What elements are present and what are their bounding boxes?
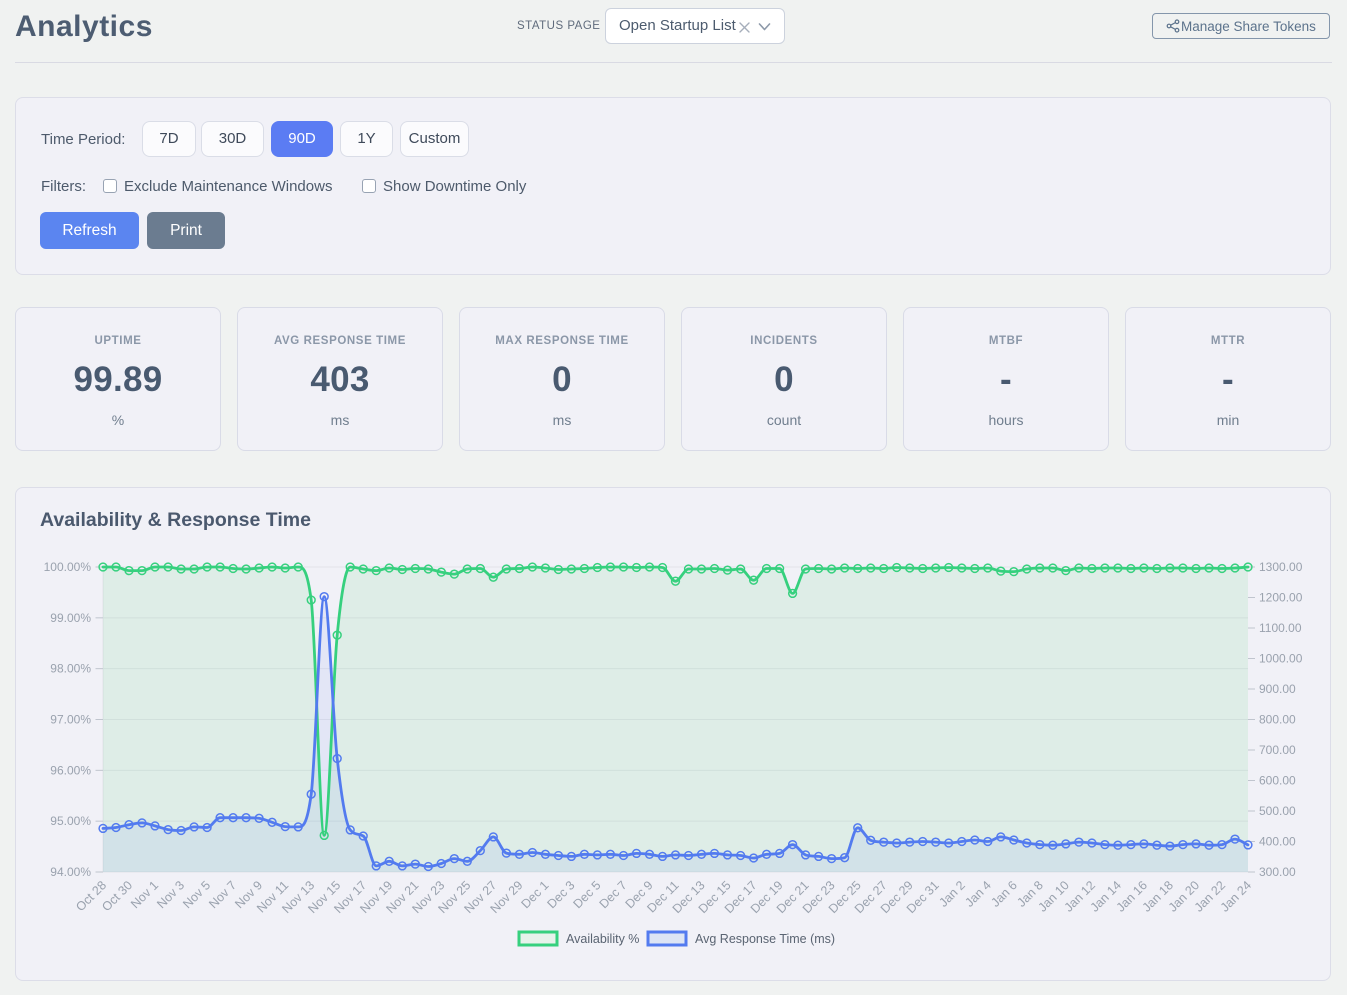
svg-text:1300.00: 1300.00 xyxy=(1259,560,1303,574)
svg-text:Nov 7: Nov 7 xyxy=(206,878,239,911)
svg-text:97.00%: 97.00% xyxy=(50,713,91,727)
svg-text:Avg Response Time (ms): Avg Response Time (ms) xyxy=(695,932,835,946)
svg-text:1200.00: 1200.00 xyxy=(1259,591,1303,605)
svg-text:Dec 5: Dec 5 xyxy=(571,878,604,911)
svg-text:Dec 1: Dec 1 xyxy=(519,878,552,911)
svg-text:Nov 3: Nov 3 xyxy=(154,878,187,911)
svg-text:100.00%: 100.00% xyxy=(44,560,92,574)
svg-text:96.00%: 96.00% xyxy=(50,763,91,777)
svg-text:400.00: 400.00 xyxy=(1259,835,1296,849)
svg-text:600.00: 600.00 xyxy=(1259,774,1296,788)
svg-text:Dec 7: Dec 7 xyxy=(597,878,630,911)
svg-text:Jan 2: Jan 2 xyxy=(936,878,968,910)
svg-text:800.00: 800.00 xyxy=(1259,713,1296,727)
svg-text:300.00: 300.00 xyxy=(1259,865,1296,879)
svg-text:900.00: 900.00 xyxy=(1259,682,1296,696)
svg-text:Jan 6: Jan 6 xyxy=(988,878,1020,910)
svg-text:Jan 4: Jan 4 xyxy=(962,878,994,910)
svg-text:99.00%: 99.00% xyxy=(50,611,91,625)
svg-text:95.00%: 95.00% xyxy=(50,814,91,828)
svg-text:94.00%: 94.00% xyxy=(50,865,91,879)
svg-text:500.00: 500.00 xyxy=(1259,804,1296,818)
svg-text:Nov 5: Nov 5 xyxy=(180,878,213,911)
svg-text:98.00%: 98.00% xyxy=(50,662,91,676)
svg-text:Nov 1: Nov 1 xyxy=(128,878,161,911)
svg-text:700.00: 700.00 xyxy=(1259,743,1296,757)
svg-text:1100.00: 1100.00 xyxy=(1259,621,1302,635)
svg-text:1000.00: 1000.00 xyxy=(1259,652,1303,666)
svg-text:Availability %: Availability % xyxy=(566,932,639,946)
svg-text:Dec 3: Dec 3 xyxy=(545,878,578,911)
